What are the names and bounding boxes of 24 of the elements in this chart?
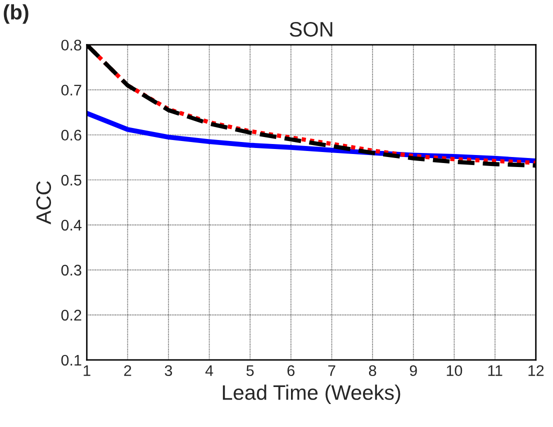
y-tick-label: 0.8 xyxy=(61,40,82,51)
x-tick-label: 8 xyxy=(368,365,376,376)
y-axis-title: ACC xyxy=(36,181,52,224)
x-tick-label: 6 xyxy=(287,365,295,376)
text: (b) xyxy=(4,4,28,24)
x-tick-label: 9 xyxy=(410,365,417,376)
y-tick-label: 0.3 xyxy=(61,264,82,276)
x-tick-label: 5 xyxy=(246,365,254,376)
y-tick-label: 0.6 xyxy=(61,130,82,141)
y-tick-label: 0.2 xyxy=(61,310,82,321)
x-tick-label: 4 xyxy=(205,365,214,376)
x-axis-title: Lead Time (Weeks) xyxy=(222,384,400,404)
chart-title: SON xyxy=(290,22,332,37)
x-tick-label: 10 xyxy=(446,365,462,376)
x-tick-label: 11 xyxy=(488,365,502,376)
y-tick-label: 0.1 xyxy=(61,354,82,366)
x-tick-label: 12 xyxy=(528,365,544,376)
y-tick-label: 0.4 xyxy=(61,220,82,231)
x-tick-label: 1 xyxy=(84,365,90,376)
y-tick-label: 0.5 xyxy=(61,174,82,186)
x-tick-label: 7 xyxy=(328,365,336,376)
x-tick-label: 3 xyxy=(164,365,172,376)
x-tick-label: 2 xyxy=(124,365,132,376)
y-tick-label: 0.7 xyxy=(61,84,82,96)
